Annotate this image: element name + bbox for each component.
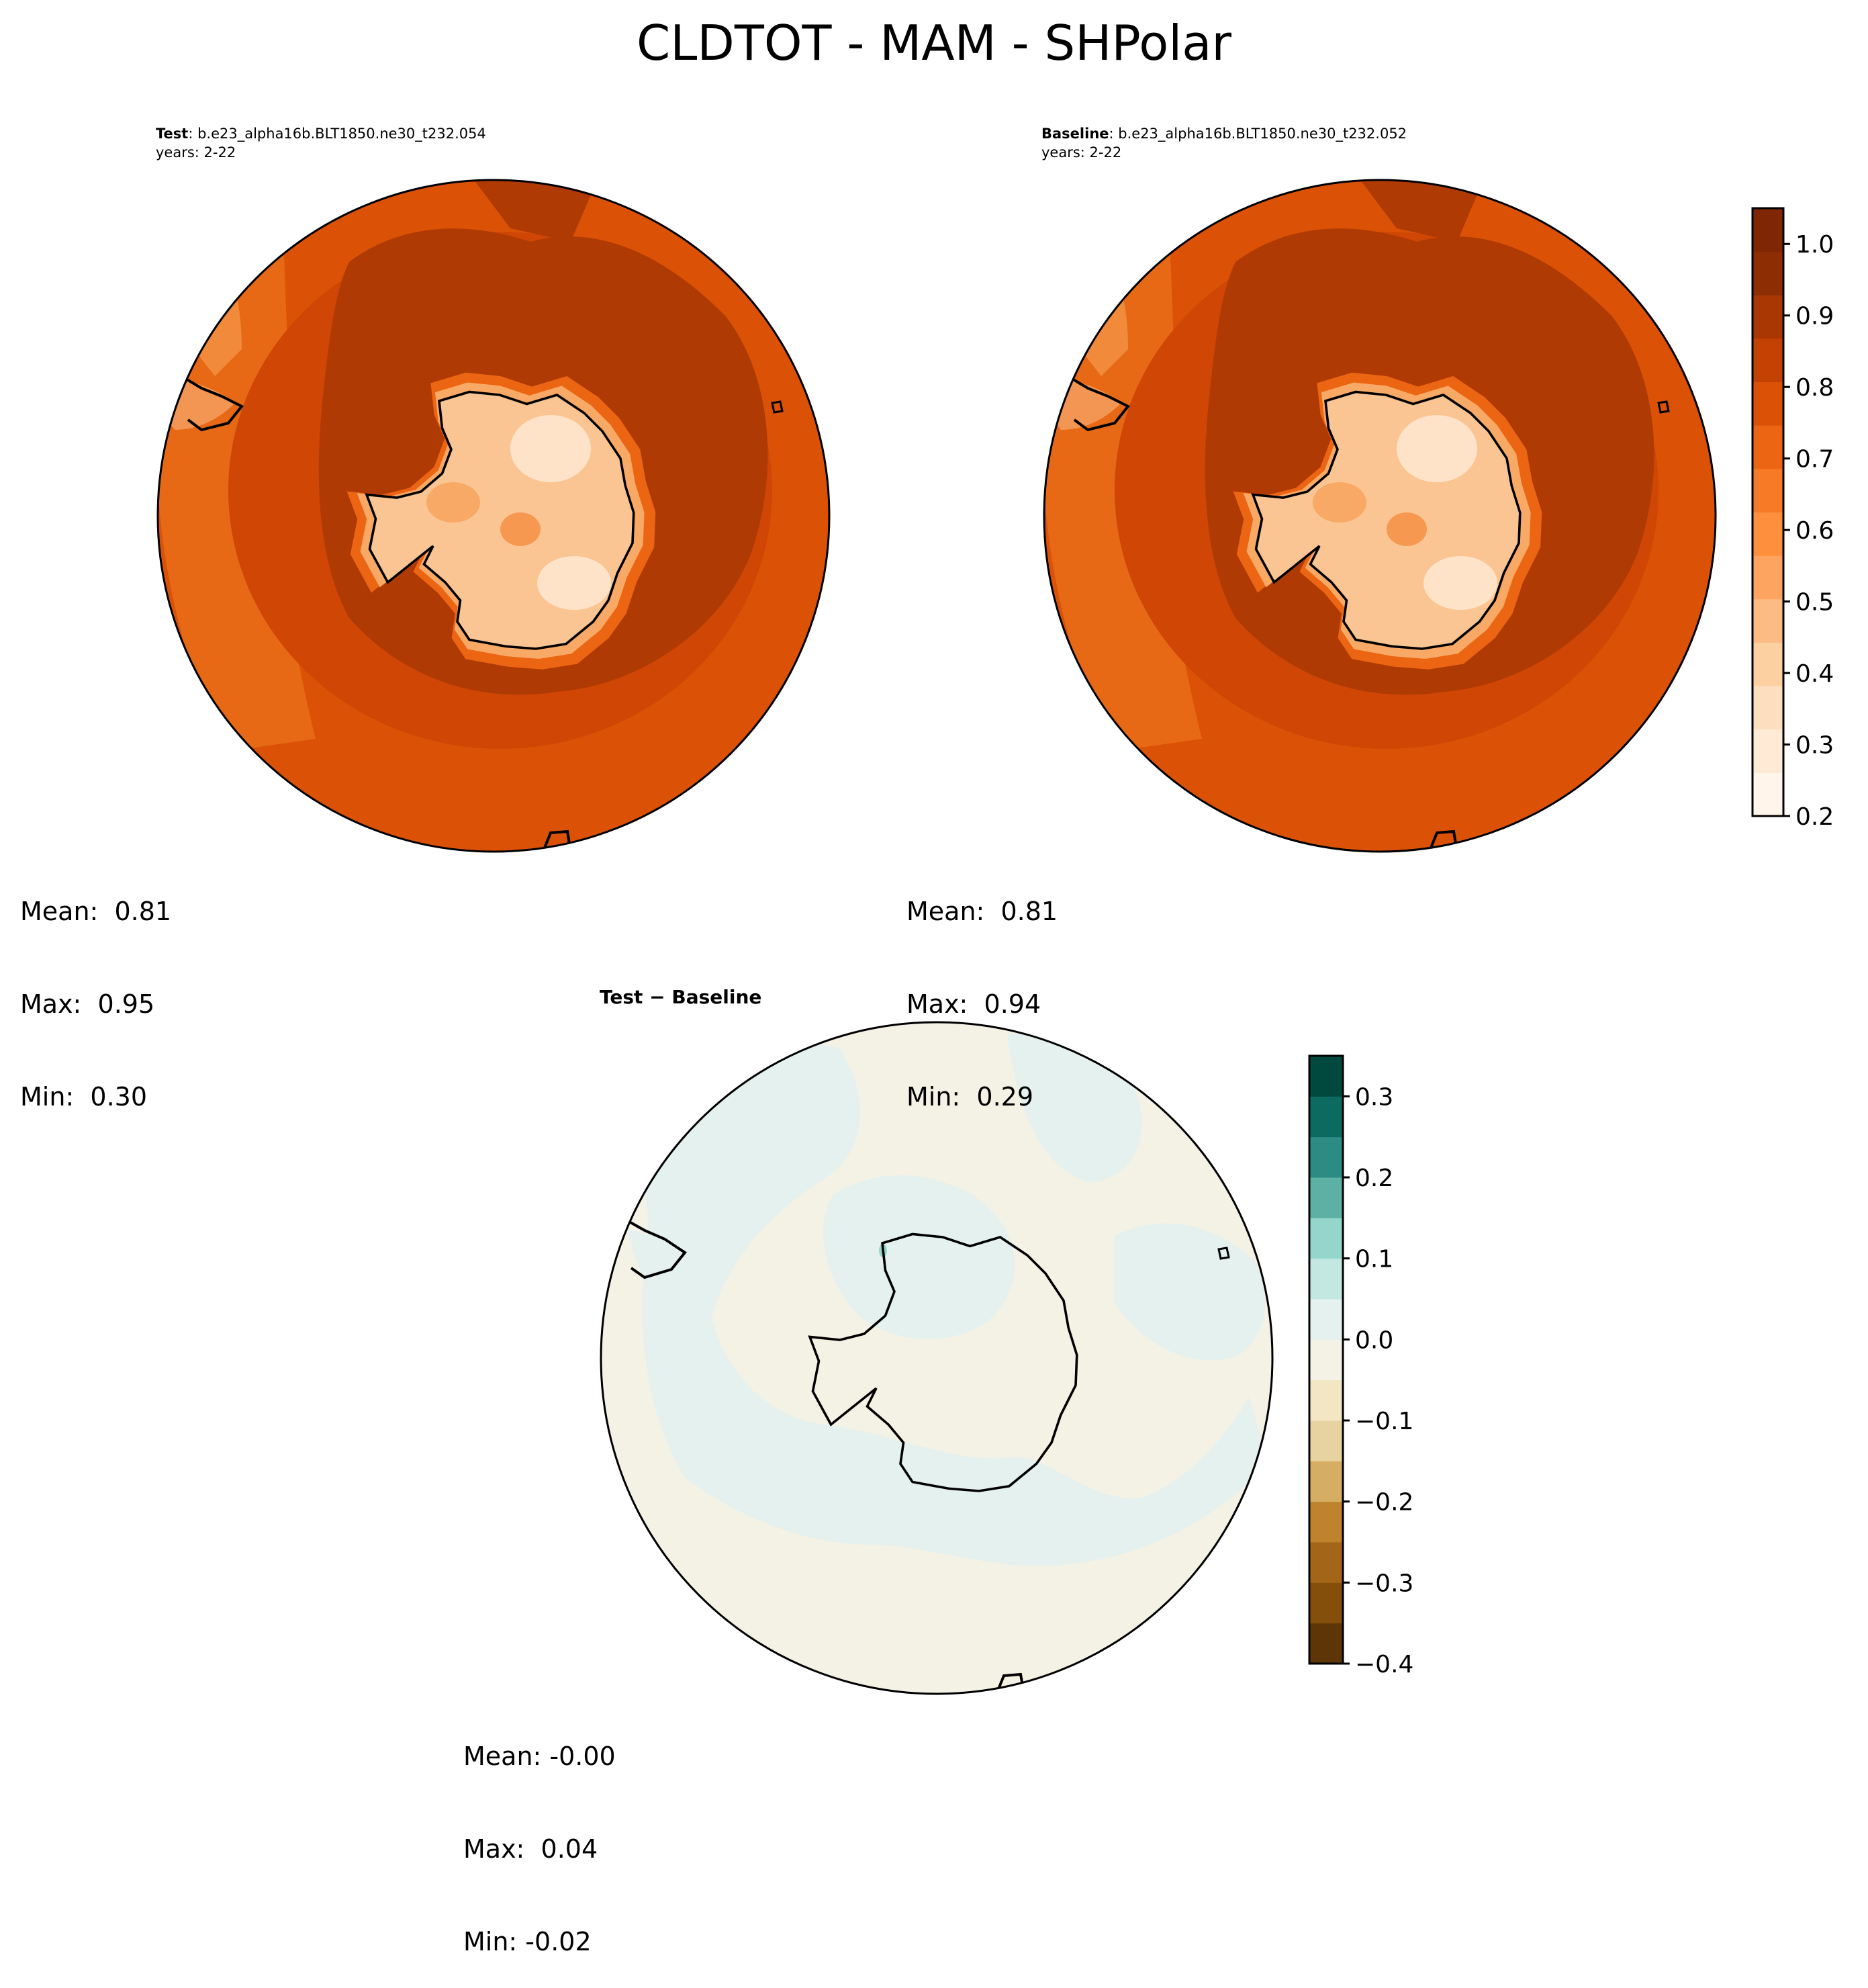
main-colorbar-swatch: [1753, 555, 1783, 600]
main-colorbar-tick-label: 0.6: [1795, 517, 1834, 545]
main-colorbar-swatch: [1753, 251, 1783, 296]
main-colorbar-tick-label: 1.0: [1795, 231, 1834, 259]
main-colorbar-swatch: [1753, 338, 1783, 383]
main-colorbar-swatch: [1753, 729, 1783, 773]
diff-map-boundary: [600, 1021, 1274, 1695]
diff-colorbar-swatch: [1309, 1380, 1343, 1421]
diff-colorbar-tick-label: 0.3: [1355, 1083, 1393, 1111]
baseline-min: Min: 0.29: [906, 1082, 1033, 1112]
main-colorbar-tick-label: 0.9: [1795, 303, 1834, 330]
diff-colorbar-swatch: [1309, 1096, 1343, 1138]
diff-positive-region-west: [638, 1042, 1269, 1566]
baseline-panel-title: Baseline: b.e23_alpha16b.BLT1850.ne30_t2…: [1041, 125, 1407, 142]
diff-colorbar-tick-label: −0.2: [1355, 1489, 1413, 1517]
main-colorbar-swatch: [1753, 468, 1783, 512]
diff-colorbar-swatch: [1309, 1218, 1343, 1259]
test-mean: Mean: 0.81: [20, 897, 172, 926]
test-rim-south: [752, 769, 829, 829]
diff-south-america-coast: [624, 1218, 687, 1279]
test-max: Max: 0.95: [20, 989, 155, 1019]
diff-colorbar-swatch: [1309, 1339, 1343, 1381]
diff-colorbar-tick-label: −0.3: [1355, 1570, 1413, 1597]
baseline-map: [1043, 179, 1717, 853]
diff-mean: Mean: -0.00: [463, 1742, 616, 1771]
diff-colorbar-swatch: [1309, 1177, 1343, 1218]
main-colorbar-swatch: [1753, 642, 1783, 686]
diff-map: [600, 1021, 1274, 1695]
test-panel-title: Test: b.e23_alpha16b.BLT1850.ne30_t232.0…: [156, 125, 486, 142]
test-title-label: Test: [156, 126, 189, 142]
main-colorbar-swatch: [1753, 381, 1783, 426]
baseline-case-name: : b.e23_alpha16b.BLT1850.ne30_t232.052: [1109, 126, 1407, 142]
diff-colorbar-swatch: [1309, 1461, 1343, 1502]
diff-colorbar-tick-label: 0.1: [1355, 1246, 1393, 1273]
main-colorbar-tick-label: 0.4: [1795, 660, 1834, 688]
diff-max: Max: 0.04: [463, 1834, 598, 1864]
main-colorbar-swatch: [1753, 425, 1783, 469]
diff-panel-title: Test − Baseline: [600, 986, 762, 1008]
test-map: [156, 179, 831, 853]
diff-min: Min: -0.02: [463, 1927, 592, 1956]
diff-colorbar-swatch: [1309, 1542, 1343, 1583]
baseline-rim-northwest: [1054, 201, 1128, 376]
main-colorbar-tick-label: 0.7: [1795, 446, 1834, 473]
main-colorbar-tick-label: 0.3: [1795, 732, 1834, 760]
diff-colorbar-tick-label: 0.2: [1355, 1165, 1393, 1192]
test-south-america-coast: [180, 375, 244, 432]
main-colorbar-tick-label: 0.2: [1795, 803, 1834, 831]
baseline-max: Max: 0.94: [906, 989, 1041, 1019]
test-rim-northwest: [168, 201, 242, 376]
baseline-title-label: Baseline: [1041, 126, 1109, 142]
test-island-coast: [771, 400, 784, 414]
main-colorbar: 0.2 0.3 0.4 0.5 0.6 0.7 0.8 0.9 1.0: [1751, 207, 1834, 831]
diff-colorbar-swatch: [1309, 1623, 1343, 1664]
diff-colorbar-frame: [1308, 1054, 1344, 1665]
baseline-island-coast: [1657, 400, 1670, 414]
main-colorbar-swatch: [1753, 686, 1783, 730]
baseline-map-boundary: [1043, 179, 1717, 853]
main-colorbar-swatch: [1753, 512, 1783, 556]
test-new-zealand-coast: [543, 829, 572, 852]
diff-colorbar-swatch: [1309, 1136, 1343, 1178]
diff-colorbar-swatch: [1309, 1501, 1343, 1543]
diff-colorbar-tick-label: −0.1: [1355, 1408, 1413, 1435]
diff-colorbar-swatch: [1309, 1582, 1343, 1624]
main-colorbar-swatch: [1753, 772, 1783, 817]
main-colorbar-swatch: [1753, 295, 1783, 339]
figure-canvas: 0.2 0.3 0.4 0.5 0.6 0.7 0.8 0.9 1.0 −0.4 −0.3 −0.2…: [156, 179, 1834, 1695]
main-colorbar-swatch: [1753, 598, 1783, 643]
test-continent-group: [346, 372, 656, 670]
diff-colorbar-swatch: [1309, 1056, 1343, 1097]
diff-colorbar-swatch: [1309, 1299, 1343, 1340]
main-colorbar-tick-label: 0.8: [1795, 374, 1834, 402]
baseline-years: years: 2-22: [1041, 144, 1122, 161]
baseline-rim-south: [1638, 769, 1716, 829]
main-colorbar-tick-label: 0.5: [1795, 589, 1834, 617]
baseline-stats: Mean: 0.81 Max: 0.94 Min: 0.29: [906, 834, 1058, 1143]
diff-island-coast: [1217, 1247, 1230, 1260]
test-min: Min: 0.30: [20, 1082, 147, 1112]
test-stats: Mean: 0.81 Max: 0.95 Min: 0.30: [20, 834, 171, 1143]
main-colorbar-swatch: [1753, 208, 1783, 253]
diff-positive-region-center: [823, 1175, 1015, 1339]
diff-colorbar: −0.4 −0.3 −0.2 −0.1 0.0 0.1 0.2 0.3: [1308, 1054, 1413, 1678]
test-years: years: 2-22: [156, 144, 236, 161]
diff-colorbar-swatch: [1309, 1420, 1343, 1461]
diff-colorbar-tick-label: −0.4: [1355, 1651, 1413, 1678]
test-map-boundary: [156, 179, 831, 853]
diff-colorbar-tick-label: 0.0: [1355, 1326, 1393, 1354]
main-colorbar-frame: [1751, 207, 1785, 817]
diff-stats: Mean: -0.00 Max: 0.04 Min: -0.02: [463, 1679, 616, 1988]
diff-south-america-halo: [628, 1229, 692, 1286]
baseline-south-america-coast: [1066, 375, 1131, 432]
diff-colorbar-swatch: [1309, 1258, 1343, 1300]
baseline-continent-group: [1233, 372, 1542, 670]
test-case-name: : b.e23_alpha16b.BLT1850.ne30_t232.054: [188, 126, 486, 142]
baseline-new-zealand-coast: [1429, 829, 1458, 852]
figure-title: CLDTOT - MAM - SHPolar: [637, 15, 1231, 71]
baseline-mean: Mean: 0.81: [906, 897, 1058, 926]
